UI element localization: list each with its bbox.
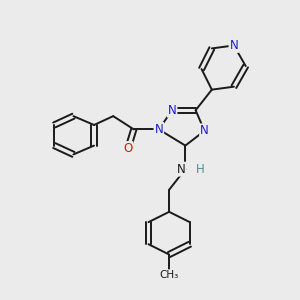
Text: N: N xyxy=(168,104,176,117)
Text: N: N xyxy=(176,163,185,176)
Text: CH₃: CH₃ xyxy=(160,270,179,280)
Text: N: N xyxy=(154,123,163,136)
Text: N: N xyxy=(230,39,238,52)
Text: O: O xyxy=(123,142,133,155)
Text: N: N xyxy=(200,124,209,137)
Text: H: H xyxy=(196,163,204,176)
